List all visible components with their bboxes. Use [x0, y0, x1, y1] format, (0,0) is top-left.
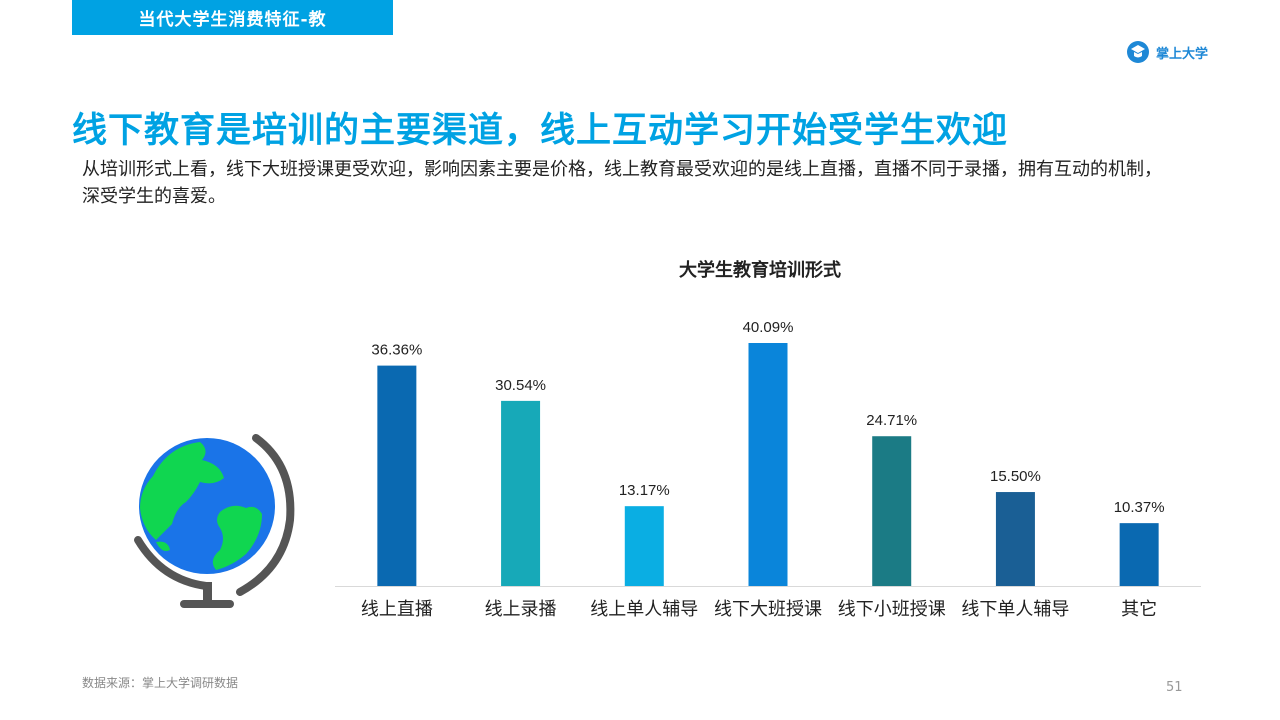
- bar: [624, 506, 664, 586]
- data-label: 40.09%: [743, 319, 794, 336]
- page-subtitle: 从培训形式上看，线下大班授课更受欢迎，影响因素主要是价格，线上教育最受欢迎的是线…: [82, 159, 1162, 207]
- data-label: 15.50%: [990, 468, 1041, 485]
- data-label: 13.17%: [619, 482, 670, 499]
- category-label: 线下大班授课: [714, 599, 822, 620]
- data-label: 36.36%: [371, 342, 422, 359]
- page-number: 51: [1166, 680, 1183, 695]
- bar: [501, 400, 541, 586]
- category-label: 线上直播: [361, 599, 433, 620]
- bar: [377, 365, 417, 586]
- page-title: 线下教育是培训的主要渠道，线上互动学习开始受学生欢迎: [72, 111, 1009, 151]
- bar: [748, 343, 788, 586]
- data-label: 10.37%: [1114, 499, 1165, 516]
- brand-logo-icon: [1127, 41, 1149, 63]
- data-label: 30.54%: [495, 377, 546, 394]
- section-tab: 当代大学生消费特征-教: [72, 0, 393, 35]
- brand-name: 掌上大学: [1156, 46, 1209, 62]
- category-label: 其它: [1121, 599, 1157, 620]
- bar: [1119, 523, 1159, 586]
- category-label: 线上单人辅导: [590, 599, 698, 620]
- bar: [872, 436, 912, 586]
- brand: 掌上大学: [1126, 40, 1208, 64]
- chart-title: 大学生教育培训形式: [679, 260, 841, 281]
- data-source: 数据来源：掌上大学调研数据: [82, 676, 239, 690]
- category-label: 线上录播: [485, 599, 557, 620]
- category-label: 线下小班授课: [838, 599, 946, 620]
- data-label: 24.71%: [866, 412, 917, 429]
- bar: [995, 492, 1035, 586]
- category-label: 线下单人辅导: [961, 599, 1069, 620]
- globe-icon: [134, 434, 295, 608]
